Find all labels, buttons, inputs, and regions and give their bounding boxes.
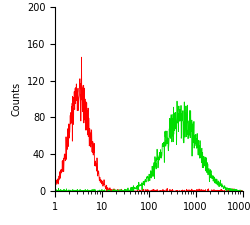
Y-axis label: Counts: Counts	[11, 82, 21, 116]
